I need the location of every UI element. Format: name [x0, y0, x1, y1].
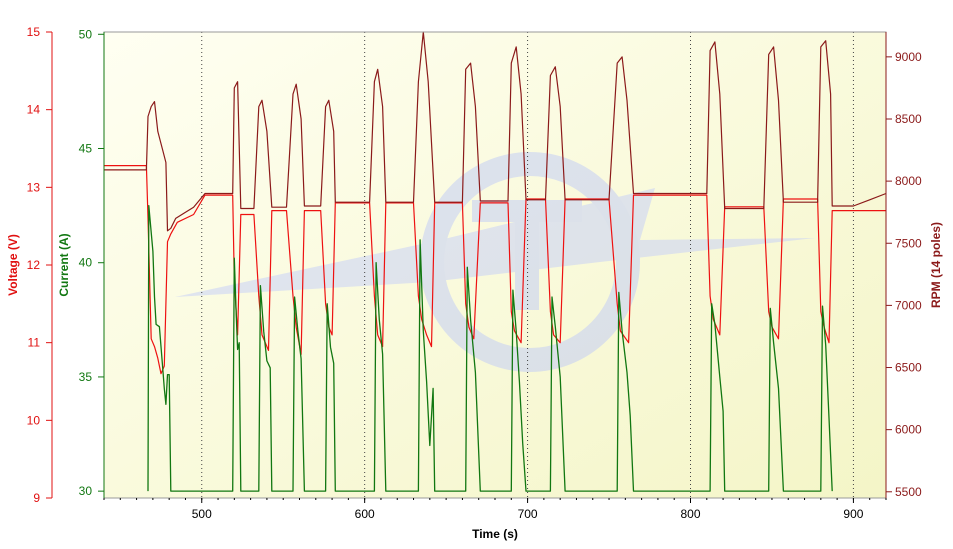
current-tick-label: 40 [79, 256, 93, 270]
watermark-logo [175, 152, 815, 372]
watermark-letter-stem [515, 200, 539, 310]
rpm-tick-label: 7000 [895, 298, 922, 312]
rpm-axis-title: RPM (14 poles) [929, 222, 943, 308]
rpm-tick-label: 8000 [895, 174, 922, 188]
voltage-tick-label: 11 [28, 336, 41, 350]
current-series-line [147, 204, 833, 492]
rpm-axis: 5500 6000 6500 7000 7500 8000 8500 9000 [885, 32, 922, 499]
x-tick-label: 600 [355, 507, 375, 521]
x-gridlines [201, 32, 854, 498]
rpm-tick-label: 9000 [895, 50, 922, 64]
voltage-tick-label: 9 [33, 491, 40, 505]
rpm-tick-label: 6000 [895, 423, 922, 437]
x-tick-label: 700 [518, 507, 538, 521]
x-tick-label: 800 [680, 507, 700, 521]
voltage-tick-label: 13 [27, 180, 41, 194]
voltage-axis: 9 10 11 12 13 14 15 [27, 25, 53, 505]
current-tick-label: 50 [79, 27, 93, 41]
watermark-wing [175, 188, 815, 297]
current-tick-label: 35 [79, 370, 93, 384]
x-axis-title: Time (s) [472, 527, 518, 541]
rpm-tick-label: 5500 [895, 485, 922, 499]
voltage-tick-label: 12 [27, 258, 41, 272]
rpm-tick-label: 8500 [895, 112, 922, 126]
voltage-tick-label: 14 [27, 103, 41, 117]
x-tick-label: 500 [192, 507, 212, 521]
voltage-tick-label: 10 [27, 413, 41, 427]
watermark-ring [420, 152, 640, 372]
x-axis: 500 600 700 800 900 [103, 498, 887, 521]
rpm-tick-label: 7500 [895, 236, 922, 250]
current-tick-label: 30 [79, 484, 93, 498]
current-axis: 30 35 40 45 50 [79, 27, 105, 498]
voltage-axis-title: Voltage (V) [6, 234, 20, 296]
current-axis-title: Current (A) [57, 233, 71, 296]
current-tick-label: 45 [79, 142, 93, 156]
voltage-tick-label: 15 [27, 25, 41, 39]
voltage-series-line [104, 165, 886, 375]
x-tick-label: 900 [843, 507, 863, 521]
rpm-tick-label: 6500 [895, 361, 922, 375]
